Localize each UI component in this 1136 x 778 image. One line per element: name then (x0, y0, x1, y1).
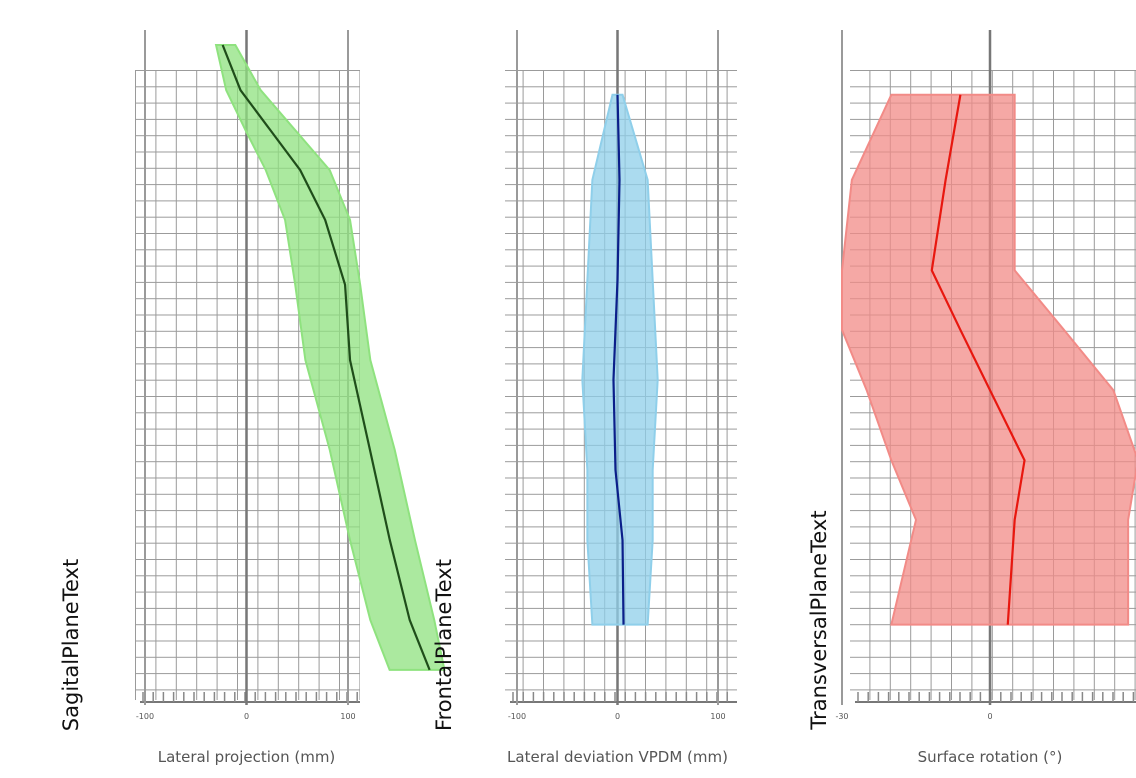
x-tick-label: -30 (835, 712, 848, 721)
x-tick-label: -100 (508, 712, 526, 721)
x-tick-label: 100 (710, 712, 725, 721)
x-axis-label: Lateral deviation VPDM (mm) (507, 748, 728, 766)
mean-line (612, 94, 625, 625)
x-tick-label: 0 (244, 712, 249, 721)
x-tick-label: 100 (340, 712, 355, 721)
x-tick-label: -100 (136, 712, 154, 721)
mean-line (221, 44, 431, 671)
spread-band (214, 44, 446, 671)
mean-line (930, 94, 1026, 625)
x-axis-label: Lateral projection (mm) (158, 748, 336, 766)
plane-label: SagitalPlaneText (59, 559, 83, 731)
plane-label: FrontalPlaneText (432, 559, 456, 731)
plane-label: TransversalPlaneText (807, 510, 831, 730)
x-tick-label: 0 (615, 712, 620, 721)
spread-band (841, 93, 1136, 626)
x-tick-label: 0 (987, 712, 992, 721)
x-axis-label: Surface rotation (°) (918, 748, 1063, 766)
spread-band (581, 93, 659, 626)
